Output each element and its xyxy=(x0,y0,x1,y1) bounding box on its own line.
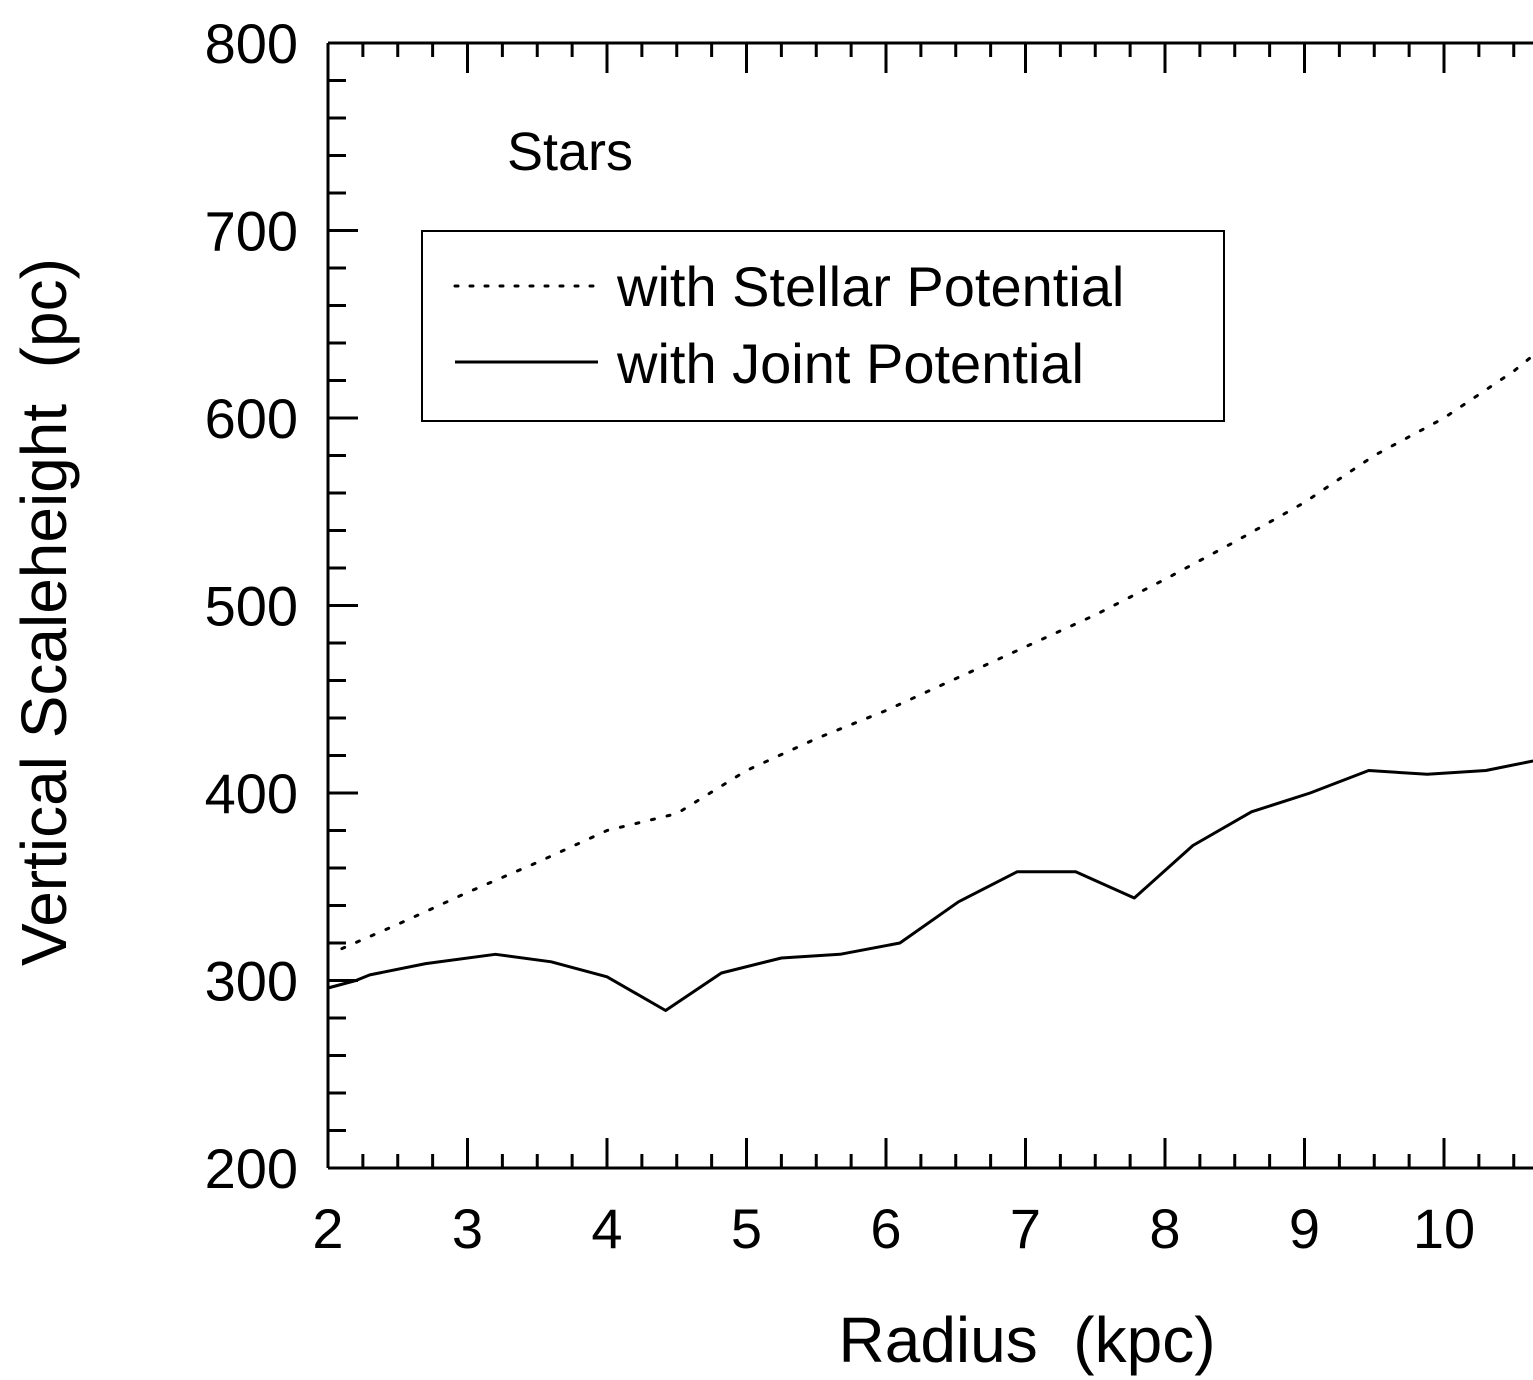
x-tick-label: 4 xyxy=(591,1197,622,1260)
x-tick-label: 5 xyxy=(731,1197,762,1260)
y-tick-label: 300 xyxy=(205,950,298,1013)
legend-label-joint: with Joint Potential xyxy=(616,332,1084,395)
x-tick-label: 3 xyxy=(452,1197,483,1260)
x-tick-label: 7 xyxy=(1010,1197,1041,1260)
series-line-stellar-potential xyxy=(340,353,1533,951)
x-tick-label: 8 xyxy=(1149,1197,1180,1260)
legend-box xyxy=(421,230,1225,422)
y-tick-label: 600 xyxy=(205,387,298,450)
x-tick-label: 2 xyxy=(312,1197,343,1260)
y-tick-label: 500 xyxy=(205,575,298,638)
x-axis-label: Radius (kpc) xyxy=(839,1304,1216,1376)
x-tick-label: 6 xyxy=(870,1197,901,1260)
x-tick-label: 10 xyxy=(1413,1197,1475,1260)
series-line-joint-potential xyxy=(327,759,1533,1012)
legend-label-stellar: with Stellar Potential xyxy=(616,255,1124,318)
minor-ticks xyxy=(326,41,1516,1170)
legend: with Stellar Potential with Joint Potent… xyxy=(421,230,1225,422)
y-tick-label: 800 xyxy=(205,12,298,75)
series-layer xyxy=(327,353,1533,1012)
tick-labels: 2 3 4 5 6 7 8 9 10 200 300 400 500 600 700 800 xyxy=(205,12,1476,1260)
x-tick-label: 9 xyxy=(1289,1197,1320,1260)
major-ticks xyxy=(326,41,1446,1170)
annotation-stars: Stars xyxy=(507,122,633,182)
y-tick-label: 700 xyxy=(205,200,298,263)
y-axis-label: Vertical Scaleheight (pc) xyxy=(8,258,80,966)
y-tick-label: 200 xyxy=(205,1137,298,1200)
y-tick-label: 400 xyxy=(205,762,298,825)
